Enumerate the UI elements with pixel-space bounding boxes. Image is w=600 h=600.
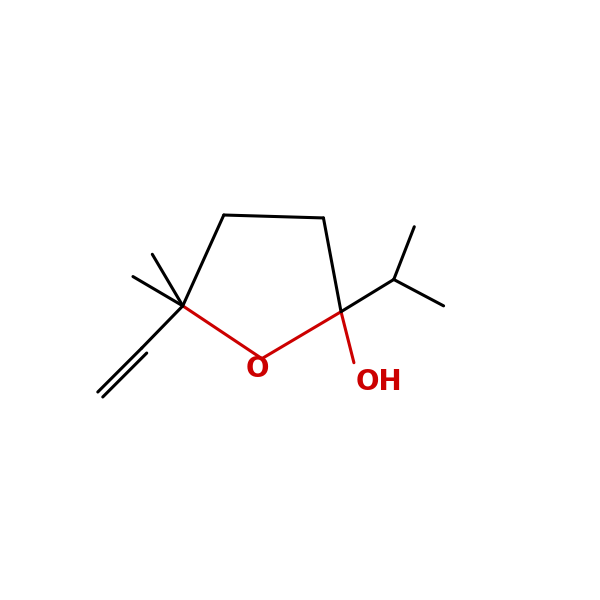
Text: OH: OH [356, 368, 403, 396]
Text: O: O [246, 355, 269, 383]
